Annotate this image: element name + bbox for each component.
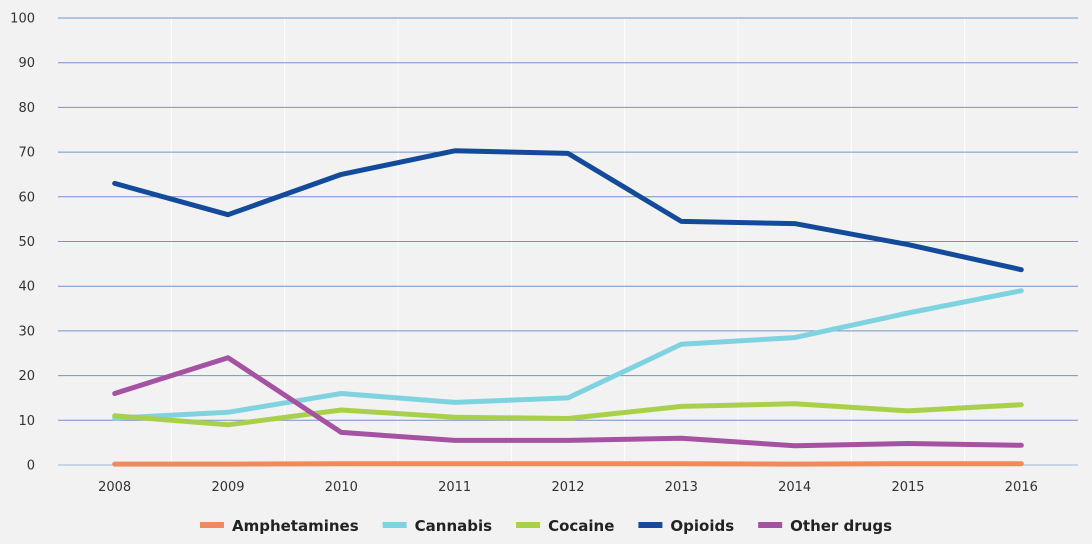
legend-label: Cocaine xyxy=(548,517,614,535)
legend-swatch xyxy=(758,522,783,528)
legend-label: Opioids xyxy=(670,517,734,535)
x-tick-label: 2010 xyxy=(325,480,358,495)
legend-swatch xyxy=(382,522,407,528)
grid-lines xyxy=(58,17,1078,466)
legend: Amphetamines Cannabis Cocaine Opioids Other … xyxy=(199,517,892,535)
legend-swatch xyxy=(199,522,224,528)
series-line-cocaine xyxy=(112,401,1024,428)
y-tick-label: 80 xyxy=(18,101,35,116)
series-line-other-drugs xyxy=(112,355,1024,449)
y-tick-label: 30 xyxy=(18,324,35,339)
x-tick-label: 2016 xyxy=(1005,480,1038,495)
x-tick-label: 2013 xyxy=(665,480,698,495)
x-tick-label: 2012 xyxy=(551,480,584,495)
y-tick-label: 70 xyxy=(18,146,35,161)
x-tick-label: 2011 xyxy=(438,480,471,495)
y-tick-label: 10 xyxy=(18,414,35,429)
legend-swatch xyxy=(638,522,663,528)
legend-label: Amphetamines xyxy=(232,517,359,535)
series-line-cannabis xyxy=(112,288,1024,421)
y-tick-label: 60 xyxy=(18,190,35,205)
legend-swatch xyxy=(516,522,541,528)
y-tick-label: 40 xyxy=(18,280,35,295)
y-tick-label: 100 xyxy=(10,12,35,27)
series-lines xyxy=(112,148,1024,467)
series-line-opioids xyxy=(112,148,1024,273)
x-tick-label: 2014 xyxy=(778,480,811,495)
legend-label: Other drugs xyxy=(790,517,892,535)
legend-label: Cannabis xyxy=(415,517,492,535)
x-tick-label: 2009 xyxy=(211,480,244,495)
y-tick-label: 50 xyxy=(18,235,35,250)
y-tick-label: 20 xyxy=(18,369,35,384)
x-tick-label: 2015 xyxy=(891,480,924,495)
x-tick-label: 2008 xyxy=(98,480,131,495)
x-axis-ticks: 2008 2009 2010 2011 2012 2013 2014 2015 2016 xyxy=(98,480,1038,495)
y-axis-ticks: 0 10 20 30 40 50 60 70 80 90 100 xyxy=(10,12,35,474)
y-tick-label: 0 xyxy=(27,459,35,474)
y-tick-label: 90 xyxy=(18,56,35,71)
